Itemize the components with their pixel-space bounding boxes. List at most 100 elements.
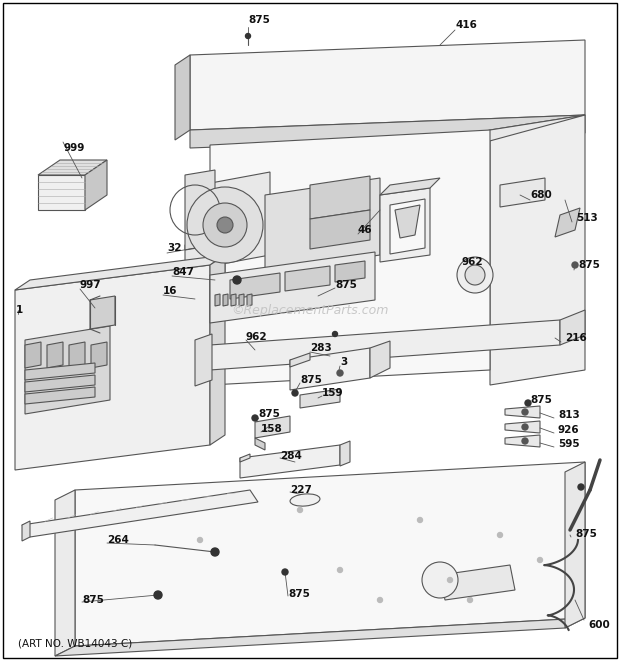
Circle shape <box>298 508 303 512</box>
Ellipse shape <box>290 494 320 506</box>
Polygon shape <box>255 416 290 438</box>
Polygon shape <box>38 160 107 175</box>
Text: ©ReplacementParts.com: ©ReplacementParts.com <box>231 304 389 317</box>
Text: 875: 875 <box>258 409 280 419</box>
Polygon shape <box>310 210 370 249</box>
Polygon shape <box>38 175 85 210</box>
Text: 962: 962 <box>246 332 268 342</box>
Text: 997: 997 <box>80 280 102 290</box>
Text: 595: 595 <box>558 439 580 449</box>
Text: 847: 847 <box>172 267 194 277</box>
Text: 875: 875 <box>288 589 310 599</box>
Text: 283: 283 <box>310 343 332 353</box>
Polygon shape <box>210 252 375 323</box>
Polygon shape <box>90 296 115 329</box>
Circle shape <box>422 562 458 598</box>
Polygon shape <box>69 342 85 368</box>
Polygon shape <box>25 375 95 392</box>
Polygon shape <box>55 490 75 656</box>
Text: 875: 875 <box>82 595 104 605</box>
Polygon shape <box>210 255 225 445</box>
Polygon shape <box>223 294 228 306</box>
Circle shape <box>217 217 233 233</box>
Text: 875: 875 <box>335 280 357 290</box>
Circle shape <box>525 400 531 406</box>
Polygon shape <box>255 438 265 450</box>
Polygon shape <box>85 160 107 210</box>
Text: 600: 600 <box>588 620 609 630</box>
Circle shape <box>572 262 578 268</box>
Text: 875: 875 <box>300 375 322 385</box>
Text: 999: 999 <box>63 143 84 153</box>
Polygon shape <box>300 389 340 408</box>
Circle shape <box>497 533 502 537</box>
Polygon shape <box>395 205 420 238</box>
Circle shape <box>282 569 288 575</box>
Text: 813: 813 <box>558 410 580 420</box>
Circle shape <box>378 598 383 602</box>
Polygon shape <box>505 435 540 447</box>
Text: 159: 159 <box>322 388 343 398</box>
Circle shape <box>246 34 250 38</box>
Circle shape <box>252 415 258 421</box>
Polygon shape <box>240 454 250 462</box>
Text: 158: 158 <box>261 424 283 434</box>
Text: 46: 46 <box>358 225 373 235</box>
Text: 962: 962 <box>461 257 482 267</box>
Text: 264: 264 <box>107 535 129 545</box>
Circle shape <box>332 332 337 336</box>
Polygon shape <box>231 294 236 306</box>
Polygon shape <box>22 521 30 541</box>
Circle shape <box>154 591 162 599</box>
Circle shape <box>337 370 343 376</box>
Polygon shape <box>340 441 350 466</box>
Polygon shape <box>380 188 430 262</box>
Circle shape <box>457 257 493 293</box>
Text: 875: 875 <box>248 15 270 25</box>
Circle shape <box>538 557 542 563</box>
Polygon shape <box>247 294 252 306</box>
Polygon shape <box>91 342 107 368</box>
Text: 32: 32 <box>167 243 182 253</box>
Polygon shape <box>230 273 280 299</box>
Polygon shape <box>195 334 212 386</box>
Polygon shape <box>560 310 585 345</box>
Polygon shape <box>185 170 215 250</box>
Polygon shape <box>380 115 585 160</box>
Circle shape <box>522 424 528 430</box>
Polygon shape <box>500 178 545 207</box>
Text: 216: 216 <box>565 333 587 343</box>
Polygon shape <box>285 266 330 291</box>
Circle shape <box>522 409 528 415</box>
Polygon shape <box>47 342 63 368</box>
Polygon shape <box>25 326 110 414</box>
Polygon shape <box>75 462 585 646</box>
Circle shape <box>465 265 485 285</box>
Text: 513: 513 <box>576 213 598 223</box>
Text: 875: 875 <box>575 529 597 539</box>
Circle shape <box>198 537 203 543</box>
Polygon shape <box>190 115 585 148</box>
Circle shape <box>448 578 453 582</box>
Polygon shape <box>240 445 340 478</box>
Circle shape <box>211 548 219 556</box>
Text: 680: 680 <box>530 190 552 200</box>
Text: 16: 16 <box>163 286 177 296</box>
Polygon shape <box>555 208 580 237</box>
Text: 227: 227 <box>290 485 312 495</box>
Polygon shape <box>210 130 490 385</box>
Text: 416: 416 <box>455 20 477 30</box>
Text: 875: 875 <box>530 395 552 405</box>
Polygon shape <box>370 341 390 378</box>
Text: 284: 284 <box>280 451 302 461</box>
Polygon shape <box>290 348 370 390</box>
Polygon shape <box>210 320 560 370</box>
Circle shape <box>203 203 247 247</box>
Circle shape <box>522 438 528 444</box>
Polygon shape <box>15 255 225 290</box>
Circle shape <box>292 390 298 396</box>
Circle shape <box>467 598 472 602</box>
Polygon shape <box>310 176 370 219</box>
Polygon shape <box>175 55 190 140</box>
Polygon shape <box>25 342 41 368</box>
